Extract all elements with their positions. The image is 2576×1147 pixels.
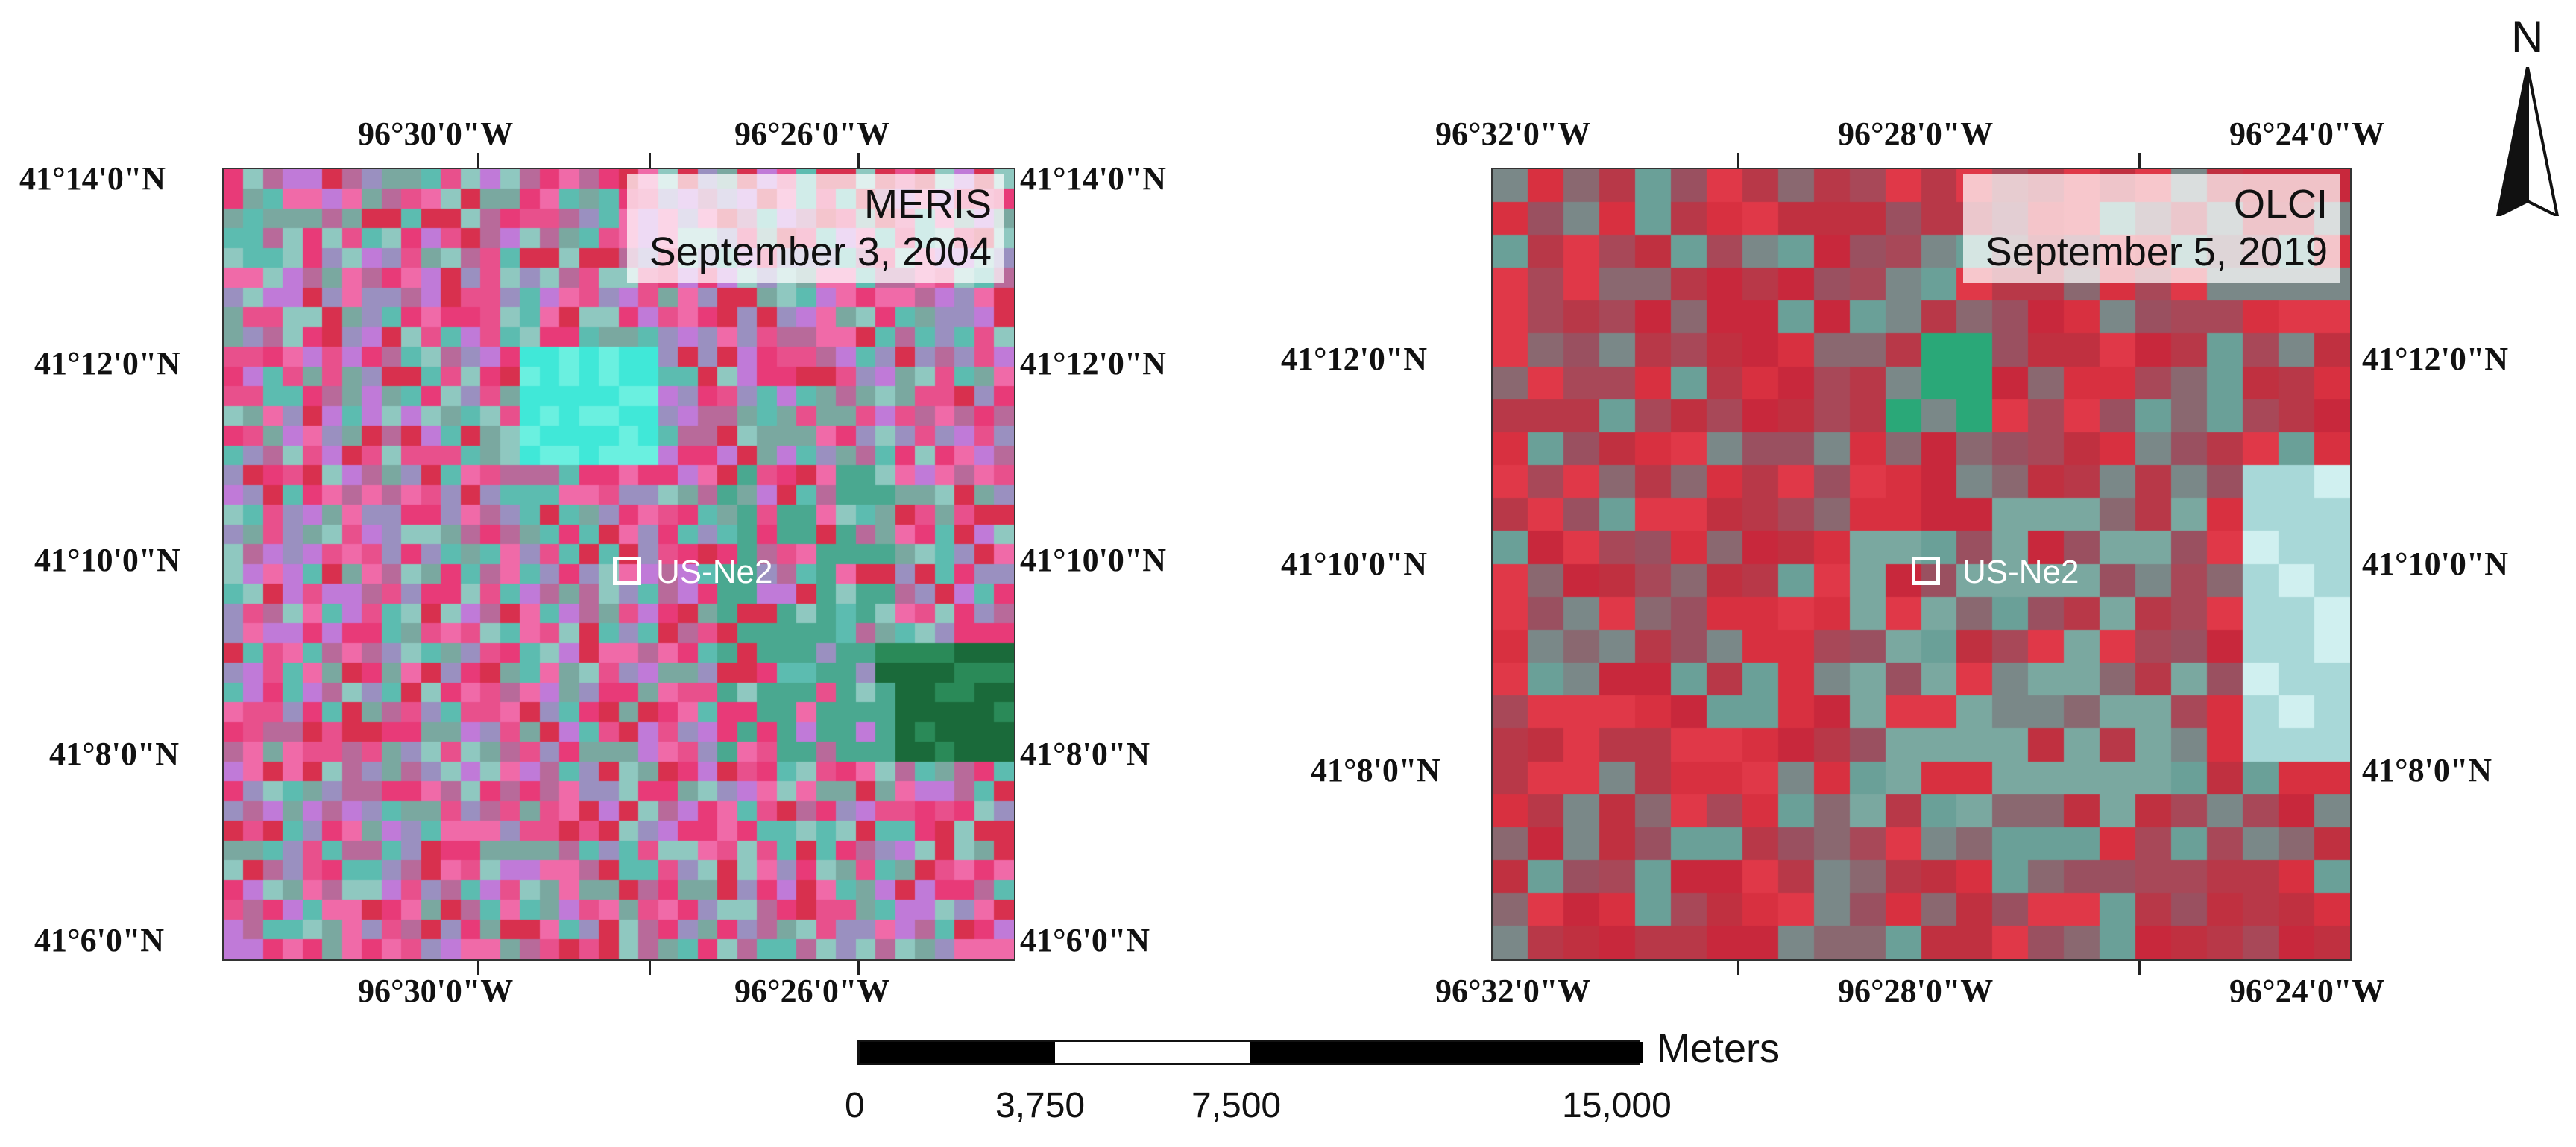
scale-bar-tick-15000: 15,000 [1562,1086,1672,1125]
olci-right-lat-2: 41°10'0"N [2362,546,2509,582]
meris-site-label: US-Ne2 [656,554,773,590]
olci-tick [1737,153,1739,169]
scale-bar-tick-3750: 3,750 [995,1086,1086,1125]
olci-tick [2138,153,2141,169]
meris-left-lat-3: 41°10'0"N [34,542,181,578]
meris-right-lat-5: 41°6'0"N [1020,922,1150,958]
olci-tick [2138,958,2141,975]
olci-right-lat-1: 41°12'0"N [2362,341,2509,377]
meris-right-lat-2: 41°12'0"N [1020,345,1167,382]
meris-right-lat-4: 41°8'0"N [1020,736,1150,772]
meris-tick [857,153,860,169]
olci-tick [1737,958,1739,975]
olci-top-lon-3: 96°24'0"W [2229,116,2385,152]
scale-bar-segment-3 [1250,1042,1643,1063]
north-arrow-icon [2495,67,2560,216]
olci-left-lat-1: 41°12'0"N [1281,341,1428,377]
olci-left-lat-2: 41°10'0"N [1281,546,1428,582]
olci-top-lon-1: 96°32'0"W [1435,116,1591,152]
meris-image: MERIS September 3, 2004 US-Ne2 [222,168,1015,961]
olci-date-label: September 5, 2019 [1985,229,2328,274]
olci-title: OLCI September 5, 2019 [1962,174,2340,284]
meris-sensor-label: MERIS [863,182,992,227]
olci-sensor-label: OLCI [2233,182,2328,227]
scale-bar-tick-7500: 7,500 [1191,1086,1282,1125]
scale-bar-unit: Meters [1657,1026,1780,1071]
meris-left-lat-5: 41°6'0"N [34,922,165,958]
meris-tick [477,958,479,975]
meris-site-marker [613,557,641,585]
olci-image: OLCI September 5, 2019 US-Ne2 [1491,168,2352,961]
olci-top-lon-2: 96°28'0"W [1838,116,1994,152]
meris-tick [649,958,651,975]
scale-bar-frame [857,1040,1643,1065]
meris-tick [477,153,479,169]
meris-tick [649,153,651,169]
meris-left-lat-1: 41°14'0"N [19,160,166,197]
meris-left-lat-4: 41°8'0"N [49,736,180,772]
olci-site-marker [1912,557,1940,585]
meris-left-lat-2: 41°12'0"N [34,345,181,382]
meris-top-lon-2: 96°26'0"W [734,116,890,152]
scale-bar-tick-0: 0 [845,1086,865,1125]
meris-top-lon-1: 96°30'0"W [358,116,514,152]
meris-title: MERIS September 3, 2004 [626,174,1004,284]
meris-right-lat-3: 41°10'0"N [1020,542,1167,578]
north-arrow: N [2490,15,2565,216]
olci-right-lat-3: 41°8'0"N [2362,752,2492,789]
meris-bottom-lon-1: 96°30'0"W [358,973,514,1009]
meris-tick [857,958,860,975]
olci-bottom-lon-1: 96°32'0"W [1435,973,1591,1009]
meris-bottom-lon-2: 96°26'0"W [734,973,890,1009]
north-arrow-label: N [2511,12,2544,62]
olci-bottom-lon-3: 96°24'0"W [2229,973,2385,1009]
olci-left-lat-3: 41°8'0"N [1311,752,1441,789]
meris-right-lat-1: 41°14'0"N [1020,160,1167,197]
olci-site-label: US-Ne2 [1962,554,2079,590]
scale-bar-segment-1 [860,1042,1055,1063]
olci-false-color-raster [1493,169,2350,959]
meris-false-color-raster [224,169,1014,959]
olci-bottom-lon-2: 96°28'0"W [1838,973,1994,1009]
meris-date-label: September 3, 2004 [649,229,992,274]
scale-bar-segment-2 [1055,1042,1250,1063]
